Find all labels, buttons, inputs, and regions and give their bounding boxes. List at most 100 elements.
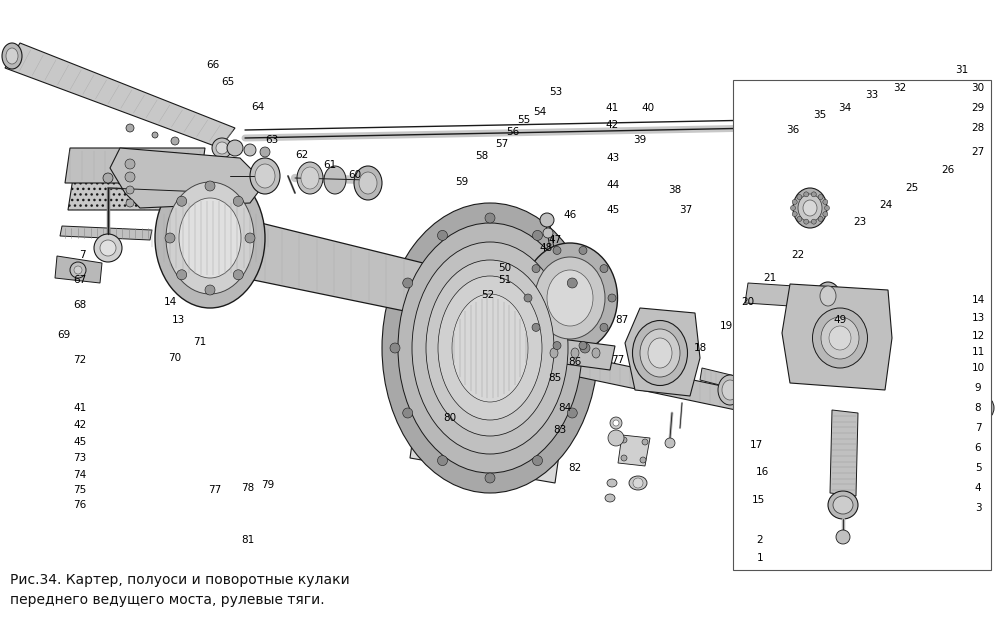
Text: 45: 45 [73,437,87,447]
Text: 27: 27 [971,147,985,157]
Circle shape [216,142,228,154]
Circle shape [797,216,802,221]
Ellipse shape [833,496,853,514]
Ellipse shape [753,352,828,444]
Circle shape [260,147,270,157]
Text: 60: 60 [348,170,362,180]
Text: 61: 61 [323,160,337,170]
Text: 81: 81 [241,535,255,545]
Text: 80: 80 [443,413,457,423]
Text: 18: 18 [693,343,707,353]
Polygon shape [480,308,532,336]
Ellipse shape [522,243,618,353]
Circle shape [227,140,243,156]
Circle shape [797,352,805,360]
Ellipse shape [764,366,816,430]
Ellipse shape [359,172,377,194]
Text: 22: 22 [791,250,805,260]
Circle shape [245,233,255,243]
Text: 47: 47 [548,235,562,245]
Circle shape [811,192,816,197]
Text: 44: 44 [606,180,620,190]
Ellipse shape [803,200,817,216]
Text: 68: 68 [73,300,87,310]
Text: 40: 40 [641,103,655,113]
Circle shape [600,323,608,331]
Ellipse shape [438,276,542,420]
Ellipse shape [605,494,615,502]
Text: 74: 74 [73,470,87,480]
Circle shape [804,192,809,197]
Text: 7: 7 [975,423,981,433]
Circle shape [750,394,758,402]
Text: 70: 70 [168,353,182,363]
Text: 75: 75 [73,485,87,495]
Text: Рис.34. Картер, полуоси и поворотные кулаки: Рис.34. Картер, полуоси и поворотные кул… [10,573,350,587]
Circle shape [775,436,783,444]
Circle shape [438,230,448,241]
Text: 50: 50 [498,263,512,273]
Polygon shape [840,390,962,413]
Circle shape [125,172,135,182]
Circle shape [126,124,134,132]
Circle shape [752,116,768,132]
Circle shape [610,417,622,429]
Circle shape [403,408,413,418]
Ellipse shape [382,203,598,493]
Circle shape [640,457,646,463]
Text: 34: 34 [838,103,852,113]
Ellipse shape [354,166,382,200]
Circle shape [621,455,627,461]
Text: 55: 55 [517,115,531,125]
Circle shape [165,233,175,243]
Ellipse shape [592,348,600,358]
Circle shape [177,197,187,206]
Text: 1: 1 [757,553,763,563]
Circle shape [244,144,256,156]
Circle shape [126,199,134,207]
Circle shape [790,205,796,211]
Circle shape [792,212,797,216]
Circle shape [815,420,823,428]
Text: 46: 46 [563,210,577,220]
Text: 82: 82 [568,463,582,473]
Circle shape [74,266,82,274]
Ellipse shape [301,167,319,189]
Ellipse shape [412,242,568,454]
Polygon shape [410,283,580,483]
Text: 36: 36 [786,125,800,135]
Text: 78: 78 [241,483,255,493]
Circle shape [567,278,577,288]
Circle shape [811,219,816,224]
Ellipse shape [426,260,554,436]
Circle shape [233,197,243,206]
Polygon shape [618,435,650,466]
Text: 49: 49 [833,315,847,325]
Circle shape [642,439,648,445]
Text: 67: 67 [73,275,87,285]
Circle shape [757,420,765,428]
Text: 21: 21 [763,273,777,283]
Polygon shape [55,256,102,283]
Text: 32: 32 [893,83,907,93]
Text: 48: 48 [539,243,553,253]
Circle shape [100,240,116,256]
Text: 83: 83 [553,425,567,435]
Ellipse shape [250,158,280,194]
Circle shape [152,132,158,138]
Text: 16: 16 [755,467,769,477]
Ellipse shape [607,479,617,487]
Circle shape [818,195,823,200]
Text: 43: 43 [606,153,620,163]
Circle shape [579,341,587,350]
Text: 10: 10 [971,363,985,373]
Text: 5: 5 [975,463,981,473]
Text: 58: 58 [475,151,489,161]
Ellipse shape [722,380,738,400]
Text: 23: 23 [853,217,867,227]
Text: 24: 24 [879,200,893,210]
Polygon shape [110,148,265,208]
Text: 63: 63 [265,135,279,145]
Text: 53: 53 [549,87,563,97]
Text: 52: 52 [481,290,495,300]
